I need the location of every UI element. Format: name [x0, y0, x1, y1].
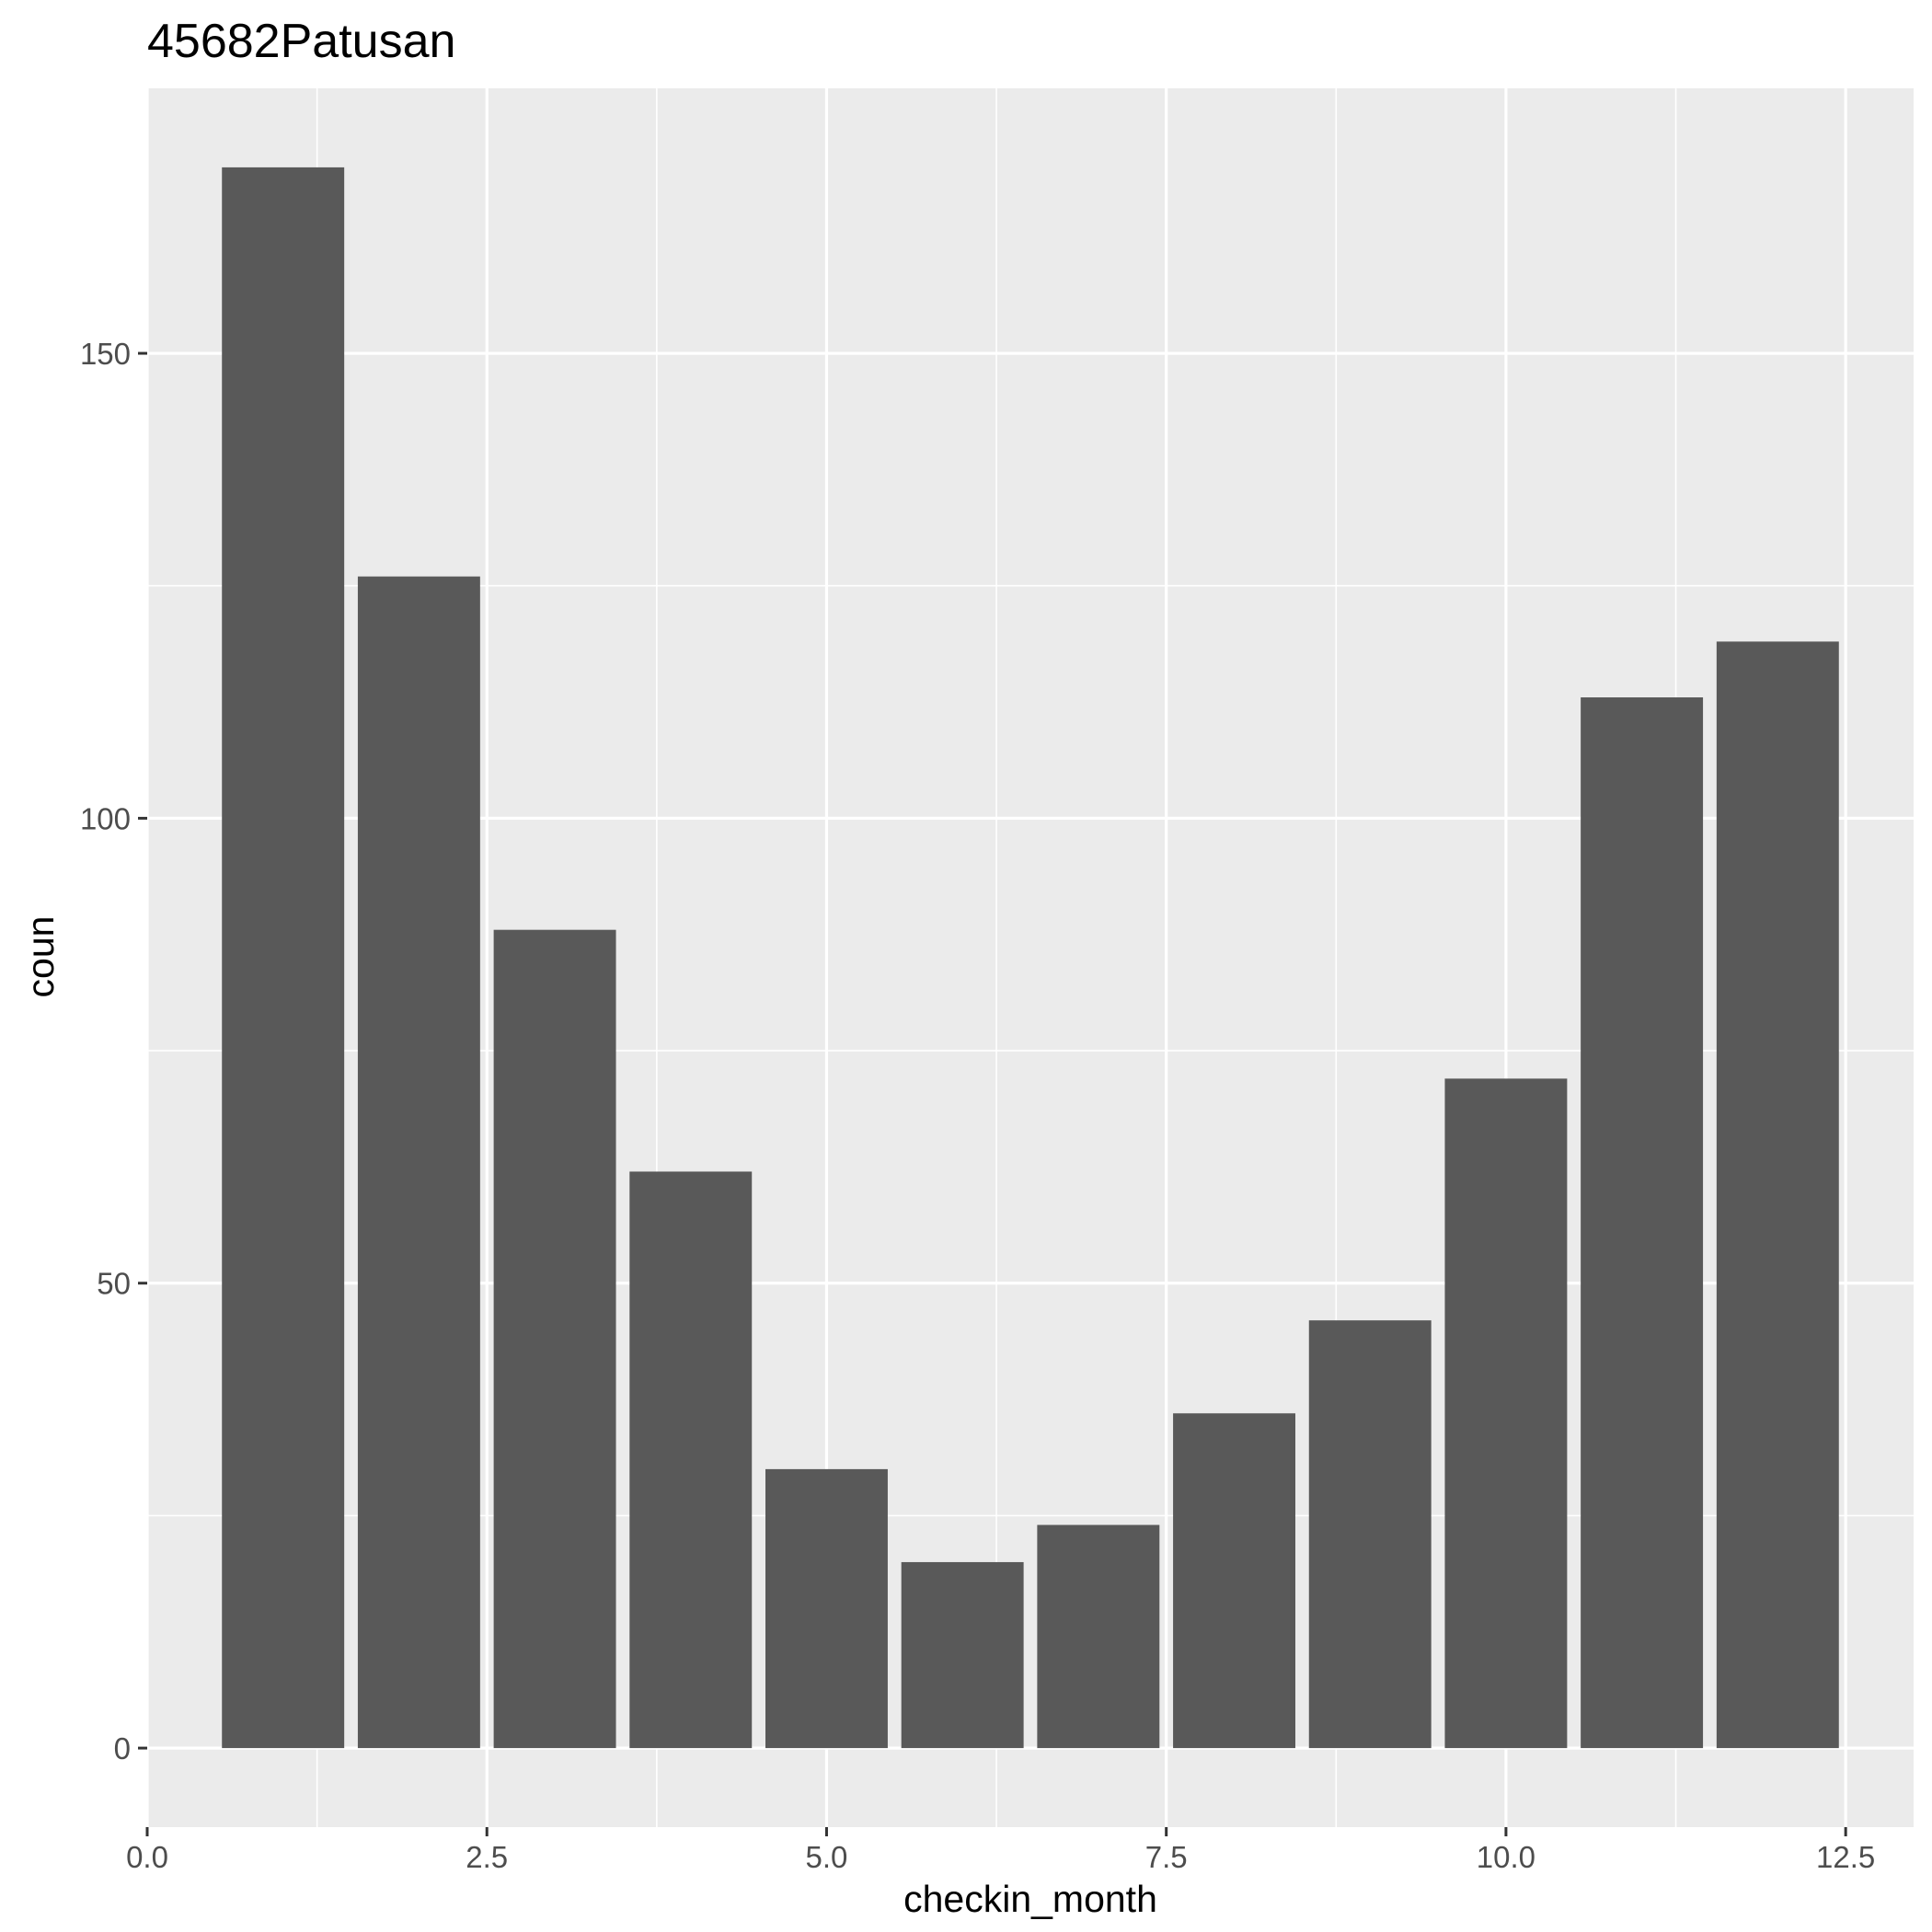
bar-month-2: [357, 576, 480, 1749]
y-tick-label: 150: [80, 337, 131, 371]
x-tick-label: 2.5: [466, 1840, 508, 1874]
bar-month-5: [765, 1468, 888, 1749]
x-axis-title: checkin_month: [903, 1878, 1157, 1920]
bars: [222, 167, 1839, 1749]
bar-month-10: [1444, 1078, 1568, 1749]
x-axis: 0.0 2.5 5.0 7.5 10.0 12.5: [126, 1827, 1875, 1874]
y-axis: 0 50 100 150: [80, 337, 147, 1765]
bar-month-9: [1308, 1320, 1432, 1749]
bar-month-4: [629, 1171, 753, 1749]
y-tick-label: 100: [80, 801, 131, 835]
x-tick-label: 12.5: [1816, 1840, 1875, 1874]
x-tick-label: 10.0: [1477, 1840, 1535, 1874]
bar-month-1: [222, 167, 345, 1749]
y-tick-label: 50: [97, 1267, 131, 1301]
chart-title: 45682Patusan: [147, 15, 455, 68]
bar-month-7: [1037, 1524, 1160, 1749]
bar-month-3: [493, 929, 616, 1749]
x-tick-label: 7.5: [1145, 1840, 1188, 1874]
bar-month-6: [901, 1561, 1024, 1749]
y-tick-label: 0: [114, 1731, 131, 1765]
x-tick-label: 0.0: [126, 1840, 168, 1874]
bar-month-11: [1581, 697, 1704, 1749]
x-tick-label: 5.0: [806, 1840, 848, 1874]
y-axis-title: coun: [19, 916, 62, 998]
bar-month-8: [1173, 1413, 1295, 1749]
bar-month-12: [1716, 641, 1839, 1749]
